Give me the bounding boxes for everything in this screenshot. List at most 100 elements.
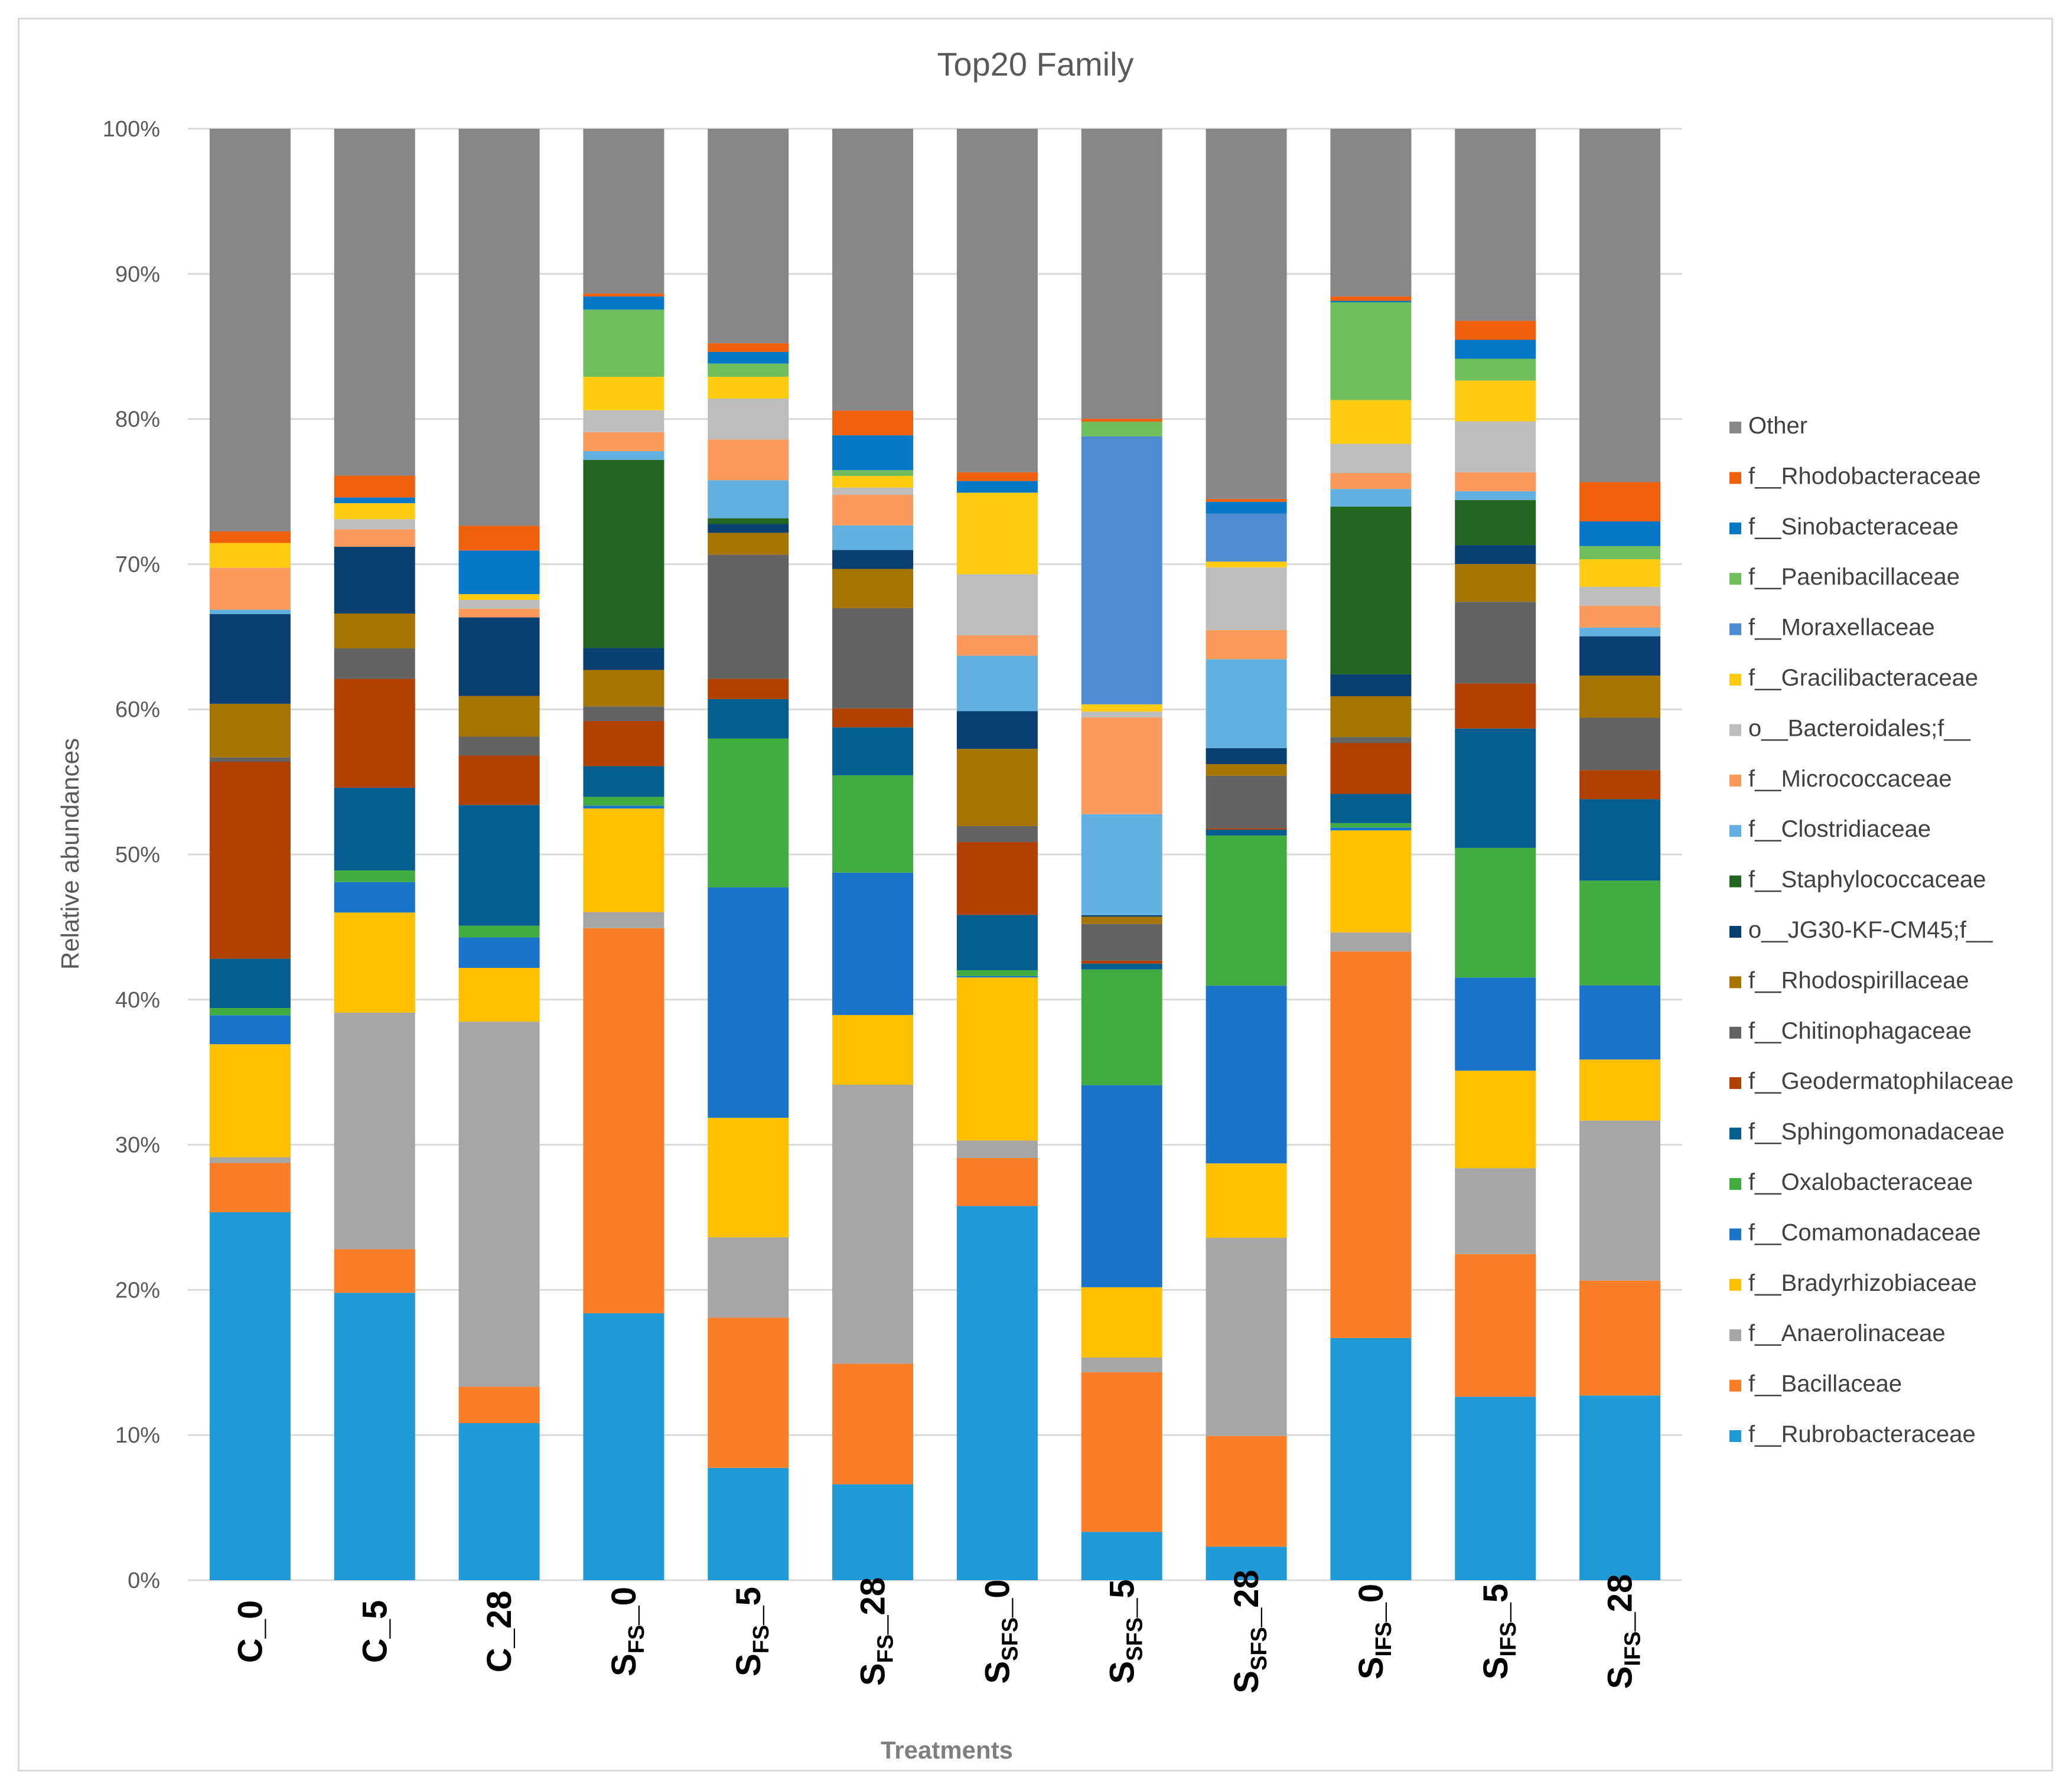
bar-segment — [956, 915, 1038, 970]
x-tick-subscript: IFS — [1371, 1622, 1396, 1656]
x-tick-suffix: _5 — [1477, 1584, 1515, 1623]
bar-segment — [1330, 951, 1412, 1338]
bar-segment — [708, 678, 789, 699]
y-tick-label: 10% — [115, 1423, 160, 1448]
bar-segment — [1330, 696, 1412, 738]
x-tick-label: SIFS_5 — [1477, 1584, 1521, 1679]
legend-swatch — [1729, 1379, 1741, 1392]
legend-item: f__Sinobacteraceae — [1729, 514, 1959, 540]
bar-segment — [458, 550, 540, 595]
x-tick-label: SFS_5 — [729, 1587, 774, 1676]
legend-swatch — [1729, 774, 1741, 787]
legend-swatch — [1729, 1077, 1741, 1089]
bar-segment — [956, 574, 1038, 635]
y-axis-tick-labels: 0% 10% 20% 30% 40% 50% 60% 70% 80% 90% 100% — [103, 117, 160, 1593]
bar-segment — [1579, 627, 1661, 637]
x-tick-label: SSFS_5 — [1103, 1579, 1147, 1684]
bar-segment — [1579, 799, 1661, 881]
bar-segment — [334, 1249, 415, 1293]
bar-segment — [334, 912, 415, 1013]
x-tick-main: S — [1227, 1671, 1266, 1694]
bar-segment — [708, 533, 789, 555]
bar-segment — [334, 497, 415, 504]
legend-label: Other — [1748, 413, 1807, 439]
bar-segment — [1455, 602, 1536, 684]
bar-segment — [209, 1008, 291, 1016]
x-tick-subscript: FS — [624, 1625, 649, 1654]
bar-segment — [209, 543, 291, 568]
bar-segment — [1206, 1163, 1287, 1238]
x-axis-label: Treatments — [881, 1736, 1013, 1764]
bar-segment — [583, 805, 664, 809]
x-tick-text: SSFS_5 — [1103, 1579, 1147, 1684]
bar-segment — [209, 1044, 291, 1157]
bar-segment — [458, 968, 540, 1022]
bar-segment — [1455, 545, 1536, 565]
bar-segment — [1081, 436, 1162, 704]
bar-segment — [1081, 1357, 1162, 1372]
bar-segment — [334, 503, 415, 520]
y-tick-label: 70% — [115, 552, 160, 577]
legend-item: f__Clostridiaceae — [1729, 816, 1931, 842]
bar-segment — [1579, 717, 1661, 771]
x-tick-label: SSFS_28 — [1227, 1570, 1272, 1693]
legend-item: f__Rhodospirillaceae — [1729, 967, 1969, 993]
bar-segment — [458, 594, 540, 600]
bar-segment — [1579, 985, 1661, 1060]
x-tick-label: SSFS_0 — [978, 1579, 1022, 1684]
legend-item: o__Bacteroidales;f__ — [1729, 715, 1971, 741]
bar-segment — [708, 1117, 789, 1238]
bar-segment — [832, 1363, 914, 1485]
bar-segment — [956, 1140, 1038, 1159]
bar-segment — [708, 343, 789, 352]
bar-segment — [583, 309, 664, 377]
bar-segment — [956, 492, 1038, 575]
x-tick-text: C_28 — [480, 1591, 519, 1673]
bar-segment — [583, 410, 664, 432]
bar-segment — [1206, 629, 1287, 660]
x-tick-subscript: FS — [749, 1625, 774, 1654]
bar-segment — [1330, 296, 1412, 301]
bar-segment — [1579, 586, 1661, 606]
bar-segment — [1081, 924, 1162, 961]
bar-segment — [334, 546, 415, 614]
bar-segment — [334, 870, 415, 882]
bar-segment — [1330, 743, 1412, 794]
x-tick-suffix: _28 — [1227, 1570, 1266, 1627]
bar-segment — [1206, 498, 1287, 502]
bar-segment — [1206, 129, 1287, 499]
legend-item: f__Chitinophagaceae — [1729, 1018, 1972, 1044]
bar-segment — [458, 937, 540, 968]
legend-swatch — [1729, 1178, 1741, 1190]
bar-segment — [1206, 513, 1287, 562]
bar-segment — [1330, 823, 1412, 828]
x-tick-text: C_5 — [356, 1600, 394, 1663]
bar-segment — [334, 529, 415, 547]
x-tick-main: S — [1601, 1666, 1640, 1689]
bar-segment — [1330, 1337, 1412, 1580]
bar-segment — [1579, 1059, 1661, 1121]
bar-segment — [334, 648, 415, 679]
bar-segment — [209, 614, 291, 704]
bars — [209, 129, 1661, 1580]
bar-segment — [832, 727, 914, 775]
bar-segment — [1455, 683, 1536, 729]
y-tick-label: 40% — [115, 988, 160, 1013]
bar-segment — [1579, 1120, 1661, 1281]
bar-segment — [1455, 564, 1536, 602]
bar-segment — [708, 518, 789, 524]
legend-label: f__Chitinophagaceae — [1748, 1018, 1972, 1044]
bar-segment — [1455, 977, 1536, 1071]
bar-segment — [708, 1317, 789, 1468]
bar-segment — [832, 569, 914, 608]
bar-segment — [956, 749, 1038, 826]
legend-label: f__Clostridiaceae — [1748, 816, 1931, 842]
legend-label: f__Geodermatophilaceae — [1748, 1068, 2014, 1094]
legend-swatch — [1729, 522, 1741, 534]
bar-segment — [832, 495, 914, 526]
bar-segment — [1081, 963, 1162, 970]
bar-segment — [458, 129, 540, 526]
bar-segment — [1081, 915, 1162, 917]
x-tick-text: SFS_0 — [605, 1587, 649, 1676]
bar-segment — [1206, 830, 1287, 836]
